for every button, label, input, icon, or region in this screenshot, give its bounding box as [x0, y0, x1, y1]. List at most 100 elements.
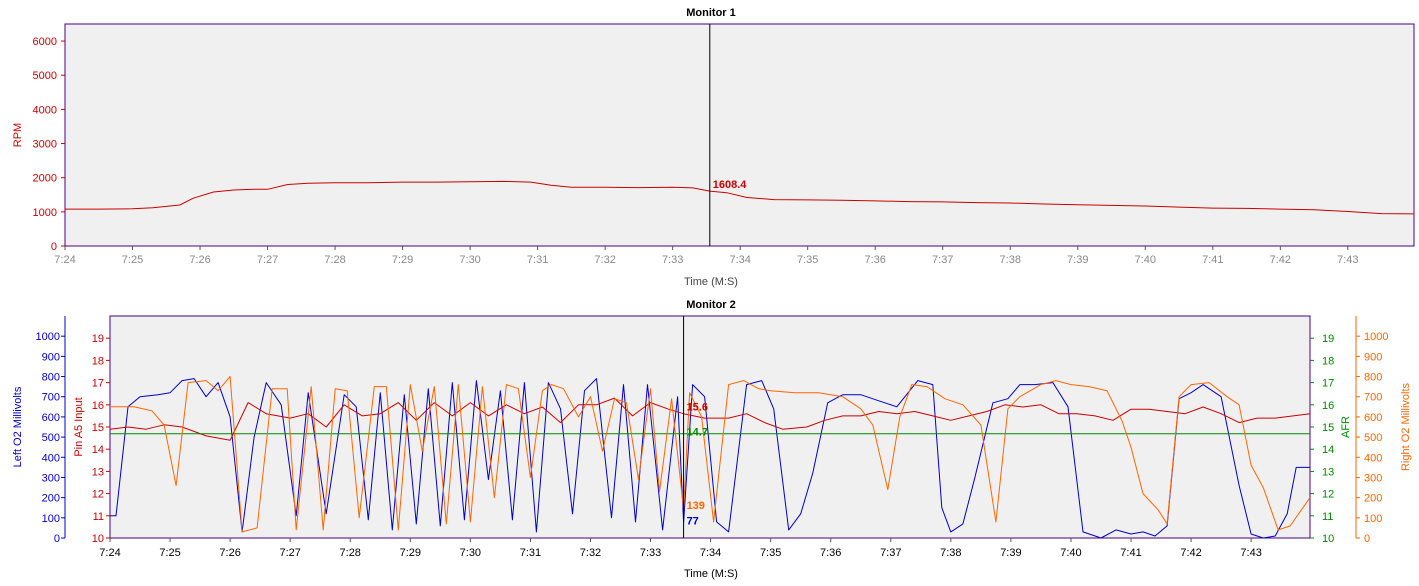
x-tick-label: 7:27	[279, 547, 300, 559]
x-tick-label: 7:25	[122, 254, 143, 266]
y-tick-label: 600	[1364, 412, 1382, 424]
y-tick-label: 14	[92, 444, 104, 456]
x-tick-label: 7:24	[99, 547, 120, 559]
monitor-1-chart[interactable]: Monitor 1 0 1000 2000 3000 4000 5000 6000 7:24…	[12, 7, 1415, 288]
y-tick-label: 400	[1364, 452, 1382, 464]
x-tick-label: 7:38	[1000, 254, 1021, 266]
y-tick-label: 11	[1322, 511, 1333, 523]
x-tick-label: 7:36	[820, 547, 841, 559]
monitor-1-plot-area[interactable]	[64, 23, 1415, 247]
y-tick-label: 5000	[33, 70, 57, 82]
y-tick-label: 17	[1322, 378, 1334, 390]
monitor-2-series	[109, 376, 1311, 539]
y-tick-label: 13	[1322, 466, 1334, 478]
x-tick-label: 7:43	[1240, 547, 1261, 559]
x-tick-label: 7:29	[400, 547, 421, 559]
y-tick-label: 200	[42, 493, 60, 505]
y-tick-label: 12	[92, 489, 104, 501]
x-tick-label: 7:31	[520, 547, 541, 559]
x-tick-label: 7:30	[460, 547, 481, 559]
y-tick-label: 18	[1322, 355, 1334, 367]
x-tick-label: 7:28	[324, 254, 345, 266]
series-line-pin-a5-input	[109, 397, 1311, 441]
monitor-1-x-axis: 7:24 7:25 7:26 7:27 7:28 7:29 7:30 7:31 7:32 7:33…	[54, 246, 1359, 266]
x-tick-label: 7:38	[940, 547, 961, 559]
y-tick-label: 15	[92, 422, 104, 434]
y-tick-label: 18	[92, 355, 104, 367]
x-tick-label: 7:33	[640, 547, 661, 559]
x-tick-label: 7:24	[54, 254, 75, 266]
y-tick-label: 1000	[1364, 331, 1388, 343]
y-tick-label: 3000	[33, 139, 57, 151]
y-tick-label: 15	[1322, 422, 1334, 434]
x-tick-label: 7:34	[729, 254, 750, 266]
y-tick-label: 500	[42, 432, 60, 444]
monitor-2-chart[interactable]: Monitor 2 010020030040050060070080090010…	[12, 299, 1412, 580]
y-tick-label: 0	[1364, 533, 1370, 545]
x-tick-label: 7:35	[760, 547, 781, 559]
x-tick-label: 7:33	[662, 254, 683, 266]
x-tick-label: 7:27	[257, 254, 278, 266]
monitor-1-series	[65, 180, 1415, 215]
x-tick-label: 7:37	[880, 547, 901, 559]
y-tick-label: 500	[1364, 432, 1382, 444]
x-tick-label: 7:35	[797, 254, 818, 266]
y-tick-label: 800	[42, 372, 60, 384]
y-tick-label: 2000	[33, 173, 57, 185]
x-tick-label: 7:26	[189, 254, 210, 266]
y-tick-label: 700	[42, 392, 60, 404]
monitor-2-title: Monitor 2	[686, 299, 736, 311]
x-tick-label: 7:26	[219, 547, 240, 559]
y-tick-label: 0	[51, 241, 57, 253]
cursor-value-label: 1608.4	[713, 179, 748, 191]
cursor-value-label: 15.6	[687, 402, 708, 414]
y-tick-label: 16	[1322, 400, 1334, 412]
monitor-2-y-label-right-o2: Right O2 Millivolts	[1400, 382, 1412, 471]
y-tick-label: 19	[92, 333, 104, 345]
series-line-left-o2-millivolts	[110, 378, 1310, 539]
y-tick-label: 10	[92, 533, 104, 545]
x-tick-label: 7:28	[340, 547, 361, 559]
series-line-right-o2-millivolts	[110, 376, 1311, 533]
y-tick-label: 600	[42, 412, 60, 424]
y-tick-label: 1000	[33, 207, 57, 219]
x-tick-label: 7:42	[1180, 547, 1201, 559]
monitor-1-y-axis: 0 1000 2000 3000 4000 5000 6000	[33, 36, 65, 253]
x-tick-label: 7:41	[1120, 547, 1141, 559]
cursor-value-label: 139	[687, 500, 705, 512]
y-tick-label: 100	[42, 513, 60, 525]
x-tick-label: 7:40	[1060, 547, 1081, 559]
series-line-rpm	[65, 180, 1415, 215]
x-tick-label: 7:39	[1000, 547, 1021, 559]
y-tick-label: 17	[92, 378, 104, 390]
x-tick-label: 7:40	[1135, 254, 1156, 266]
x-tick-label: 7:36	[864, 254, 885, 266]
monitor-2-y-axes: 0100200300400500600700800900100010111213…	[36, 316, 1388, 545]
y-tick-label: 13	[92, 466, 104, 478]
x-tick-label: 7:42	[1270, 254, 1291, 266]
y-tick-label: 14	[1322, 444, 1334, 456]
y-tick-label: 100	[1364, 513, 1382, 525]
y-tick-label: 10	[1322, 533, 1334, 545]
y-tick-label: 1000	[36, 331, 60, 343]
cursor-value-label: 77	[687, 515, 699, 527]
x-tick-label: 7:29	[392, 254, 413, 266]
y-tick-label: 12	[1322, 489, 1334, 501]
y-tick-label: 300	[1364, 472, 1382, 484]
monitor-2-x-label: Time (M:S)	[684, 568, 738, 580]
monitor-2-x-axis: 7:24 7:25 7:26 7:27 7:28 7:29 7:30 7:31 7:32 7:33…	[99, 538, 1262, 559]
monitor-2-cursor-labels: 15.6 14.7 139 77	[687, 402, 708, 528]
monitor-2-plot-area[interactable]	[109, 315, 1311, 539]
y-tick-label: 0	[54, 533, 60, 545]
y-tick-label: 6000	[33, 36, 57, 48]
y-tick-label: 19	[1322, 333, 1334, 345]
x-tick-label: 7:32	[580, 547, 601, 559]
x-tick-label: 7:25	[159, 547, 180, 559]
monitor-2-y-label-left-o2: Left O2 Millivolts	[12, 386, 24, 467]
x-tick-label: 7:30	[459, 254, 480, 266]
monitor-1-cursor-labels: 1608.4	[713, 179, 748, 191]
monitor-1-title: Monitor 1	[686, 7, 736, 19]
y-tick-label: 11	[93, 511, 104, 523]
y-tick-label: 900	[42, 351, 60, 363]
y-tick-label: 4000	[33, 104, 57, 116]
